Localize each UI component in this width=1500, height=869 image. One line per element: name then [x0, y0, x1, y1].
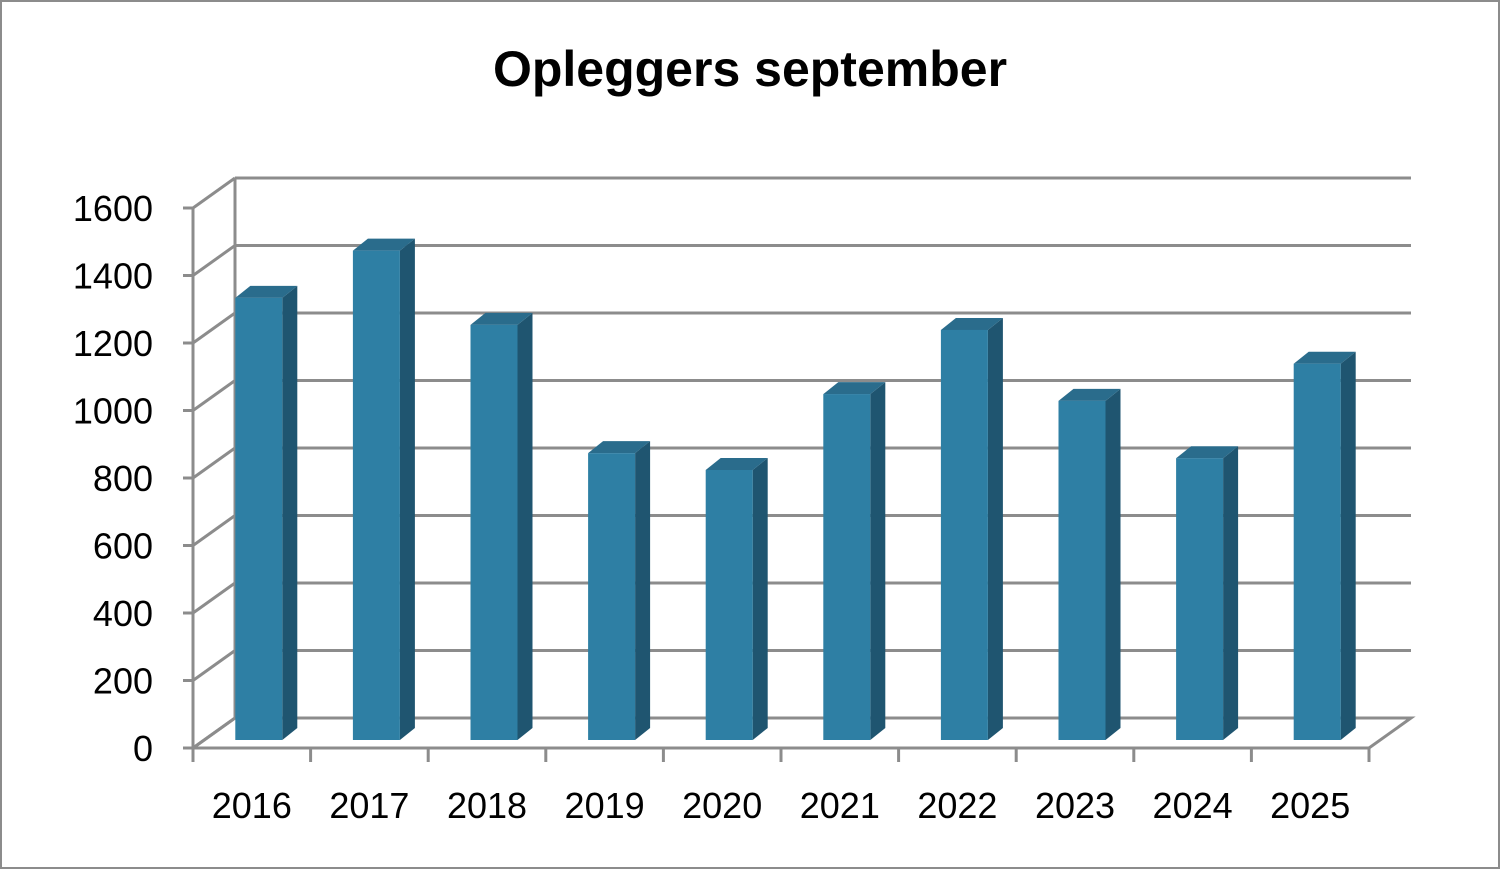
x-tick-label: 2023 — [1035, 785, 1115, 826]
bar-top — [1058, 388, 1121, 401]
y-tick-label: 1000 — [73, 391, 153, 432]
y-tick-label: 200 — [93, 661, 153, 702]
gridline-side — [192, 649, 236, 682]
bar-front — [352, 250, 400, 740]
x-tick-label: 2025 — [1270, 785, 1350, 826]
bar-2017 — [352, 238, 415, 740]
chart-floor — [188, 716, 1416, 750]
bar-front — [705, 470, 753, 740]
bar-top — [940, 317, 1003, 330]
x-tick-label: 2020 — [682, 785, 762, 826]
chart-title: Opleggers september — [492, 41, 1008, 97]
bar-2024 — [1176, 446, 1239, 740]
x-tick-label: 2022 — [917, 785, 997, 826]
bar-side — [282, 285, 298, 740]
y-tick-label: 400 — [93, 593, 153, 634]
bar-front — [470, 324, 518, 740]
x-tick-label: 2017 — [329, 785, 409, 826]
bar-front — [235, 297, 283, 740]
x-tick-label: 2024 — [1153, 785, 1233, 826]
x-tick-label: 2021 — [800, 785, 880, 826]
gridline-side — [192, 244, 236, 277]
y-tick-label: 600 — [93, 526, 153, 567]
bar-side — [752, 458, 768, 740]
bar-side — [1340, 351, 1356, 740]
bar-front — [1293, 363, 1341, 740]
gridline-side — [192, 581, 236, 615]
bar-top — [352, 238, 415, 251]
y-tick-label: 1600 — [73, 188, 153, 229]
gridline-side — [192, 311, 236, 345]
bar-side — [635, 441, 651, 740]
bar-top — [823, 382, 886, 395]
y-tick-label: 1200 — [73, 323, 153, 364]
bar-2016 — [235, 285, 298, 740]
gridline-side — [192, 514, 236, 547]
bar-front — [823, 394, 871, 740]
bar-2018 — [470, 312, 533, 740]
x-tick-label: 2016 — [212, 785, 292, 826]
gridline-side — [192, 176, 236, 210]
bar-2019 — [588, 441, 651, 740]
bar-front — [588, 453, 636, 740]
bar-front — [940, 329, 988, 740]
bar-front — [1176, 458, 1224, 740]
bar-top — [235, 285, 298, 298]
bar-front — [1058, 400, 1106, 740]
bar-2021 — [823, 382, 886, 740]
bar-2025 — [1293, 351, 1356, 740]
bar-side — [870, 382, 886, 740]
bar-side — [1105, 388, 1121, 740]
y-tick-label: 0 — [133, 728, 153, 769]
bar-side — [517, 312, 533, 740]
bar-2023 — [1058, 388, 1121, 740]
bar-2022 — [940, 317, 1003, 740]
bar-top — [1293, 351, 1356, 364]
bar-side — [1223, 446, 1239, 740]
bar-side — [399, 238, 415, 740]
bar-side — [987, 317, 1003, 740]
x-tick-label: 2019 — [565, 785, 645, 826]
bar-top — [1176, 446, 1239, 459]
gridline-side — [192, 379, 236, 412]
bar-top — [705, 458, 768, 470]
bar-top — [470, 312, 533, 325]
bar-top — [588, 441, 651, 454]
y-tick-label: 1400 — [73, 256, 153, 297]
bar-2020 — [705, 458, 768, 740]
gridline-side — [192, 446, 236, 480]
x-tick-label: 2018 — [447, 785, 527, 826]
y-tick-label: 800 — [93, 458, 153, 499]
